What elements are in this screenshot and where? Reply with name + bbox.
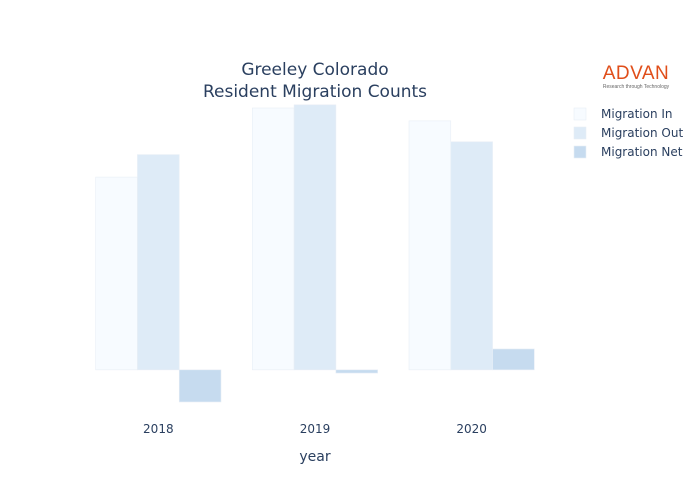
logo-wordmark: ADVAN: [602, 63, 670, 84]
logo-tagline: Research through Technology: [602, 84, 670, 90]
bar-area: [95, 104, 535, 403]
bar-migration-in-2018[interactable]: [95, 176, 138, 371]
chart-title-line-2: Resident Migration Counts: [203, 82, 427, 102]
legend[interactable]: Migration In Migration Out Migration Net: [573, 107, 683, 159]
bar-migration-out-2018[interactable]: [137, 154, 180, 371]
x-tick-labels: 2018 2019 2020: [143, 422, 487, 436]
legend-swatch-migration-out[interactable]: [573, 126, 587, 140]
bar-migration-net-2018[interactable]: [178, 369, 222, 403]
bar-migration-in-2019[interactable]: [252, 107, 295, 371]
legend-label-migration-net[interactable]: Migration Net: [601, 145, 683, 159]
legend-label-migration-out[interactable]: Migration Out: [601, 126, 683, 140]
bar-migration-out-2019[interactable]: [293, 104, 337, 371]
bar-migration-net-2020[interactable]: [492, 348, 535, 371]
bar-migration-net-2019[interactable]: [335, 369, 378, 374]
legend-swatch-migration-in[interactable]: [573, 107, 587, 121]
x-tick-2019: 2019: [300, 422, 331, 436]
x-axis-title: year: [299, 449, 330, 465]
advan-logo: ADVAN Research through Technology: [588, 63, 684, 91]
x-tick-2018: 2018: [143, 422, 174, 436]
chart-title-line-1: Greeley Colorado: [241, 60, 388, 80]
legend-label-migration-in[interactable]: Migration In: [601, 107, 673, 121]
bar-migration-in-2020[interactable]: [408, 120, 452, 371]
legend-swatch-migration-net[interactable]: [573, 145, 587, 159]
x-tick-2020: 2020: [456, 422, 487, 436]
bar-migration-out-2020[interactable]: [450, 141, 493, 371]
